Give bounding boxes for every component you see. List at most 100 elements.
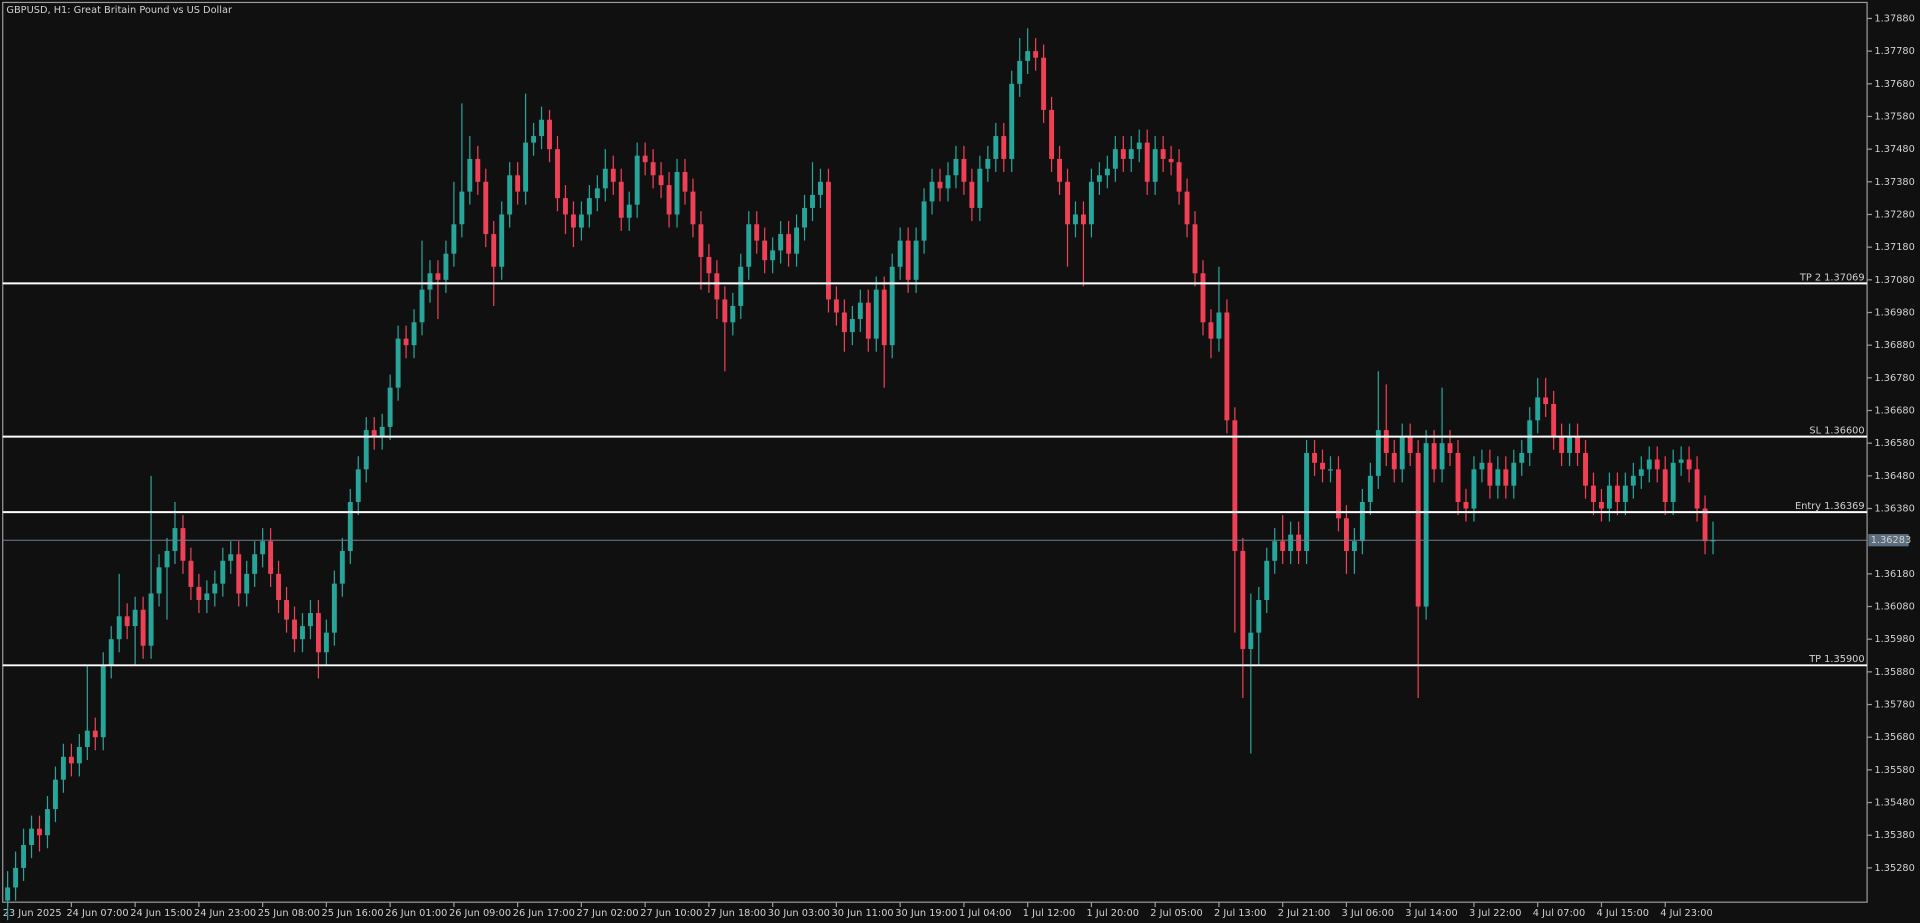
- candle-body: [818, 181, 823, 195]
- candle-body: [674, 172, 680, 215]
- x-tick-label: 2 Jul 13:00: [1214, 908, 1266, 919]
- candle-body: [810, 194, 815, 208]
- candle-body: [284, 599, 289, 620]
- candle-body: [443, 253, 449, 280]
- candle-body: [1184, 191, 1190, 225]
- candle-body: [1120, 149, 1126, 159]
- candle-body: [419, 289, 425, 323]
- x-tick-label: 26 Jun 17:00: [513, 908, 575, 919]
- candle-body: [1383, 430, 1389, 453]
- candle-body: [594, 188, 600, 199]
- candle-body: [706, 256, 712, 274]
- candle-body: [1001, 136, 1007, 159]
- candle-body: [1081, 214, 1086, 225]
- candle-body: [292, 619, 297, 640]
- candle-body: [395, 338, 401, 388]
- candle-body: [1049, 109, 1055, 159]
- candle-body: [1471, 469, 1477, 509]
- candle-body: [92, 730, 98, 738]
- candle-body: [212, 583, 218, 594]
- candle-body: [1336, 469, 1341, 519]
- candle-body: [610, 168, 616, 182]
- candle-body: [1144, 142, 1150, 182]
- candle-body: [1192, 224, 1198, 274]
- candle-body: [1272, 541, 1278, 561]
- candle-body: [1559, 436, 1565, 453]
- candle-body: [802, 207, 807, 228]
- x-tick-label: 24 Jun 07:00: [66, 908, 128, 919]
- current-price-box: [1868, 534, 1909, 547]
- candle-body: [204, 593, 210, 600]
- candle-body: [1320, 462, 1325, 470]
- candle-body: [1575, 436, 1580, 453]
- candle-body: [682, 172, 688, 192]
- candle-body: [1280, 541, 1286, 551]
- candle-body: [68, 756, 74, 764]
- candle-body: [618, 181, 624, 218]
- candle-body: [1264, 560, 1270, 600]
- candle-body: [507, 175, 513, 215]
- y-tick-label: 1.35680: [1874, 732, 1914, 743]
- candle-body: [180, 528, 186, 561]
- candle-body: [1583, 452, 1588, 486]
- x-tick-label: 3 Jul 22:00: [1469, 908, 1521, 919]
- candle-body: [52, 779, 58, 810]
- candle-body: [1543, 397, 1549, 404]
- candle-body: [586, 198, 592, 215]
- candle-body: [323, 632, 329, 653]
- x-tick-label: 1 Jul 04:00: [959, 908, 1011, 919]
- x-tick-label: 23 Jun 2025: [3, 908, 62, 919]
- candle-body: [1240, 550, 1246, 649]
- y-tick-label: 1.37180: [1874, 242, 1914, 253]
- y-tick-label: 1.37780: [1874, 46, 1914, 57]
- candle-body: [1423, 443, 1429, 607]
- y-tick-label: 1.36180: [1874, 569, 1914, 580]
- candle-body: [961, 158, 967, 182]
- candle-body: [1599, 501, 1604, 509]
- candle-body: [244, 573, 250, 594]
- chart-title: GBPUSD, H1: Great Britain Pound vs US Do…: [6, 5, 233, 16]
- candle-body: [363, 430, 369, 470]
- candle-body: [29, 828, 34, 846]
- candle-body: [387, 387, 393, 427]
- candle-body: [300, 626, 305, 640]
- candle-body: [945, 175, 951, 189]
- candle-body: [778, 234, 784, 251]
- candle-body: [1463, 501, 1469, 509]
- candle-body: [650, 162, 656, 176]
- candle-body: [1367, 475, 1373, 502]
- x-tick-label: 4 Jul 23:00: [1660, 908, 1712, 919]
- candle-body: [1104, 168, 1110, 176]
- candle-body: [172, 528, 178, 551]
- candle-body: [228, 554, 234, 561]
- candle-body: [13, 867, 19, 888]
- x-tick-label: 2 Jul 21:00: [1278, 908, 1330, 919]
- candle-body: [634, 155, 640, 205]
- y-tick-label: 1.37580: [1874, 111, 1914, 122]
- y-tick-label: 1.35880: [1874, 667, 1914, 678]
- candle-body: [770, 250, 776, 261]
- candle-body: [539, 119, 545, 137]
- x-tick-label: 4 Jul 15:00: [1597, 908, 1649, 919]
- candle-body: [897, 240, 903, 267]
- x-tick-label: 27 Jun 10:00: [640, 908, 702, 919]
- candle-body: [738, 266, 744, 306]
- candle-body: [626, 204, 632, 218]
- candle-body: [953, 158, 959, 176]
- candle-body: [555, 149, 560, 199]
- candle-body: [865, 302, 871, 339]
- candle-body: [1312, 452, 1318, 463]
- candle-body: [268, 541, 274, 574]
- candle-body: [315, 613, 321, 653]
- candle-body: [1351, 541, 1357, 551]
- candle-body: [1519, 452, 1525, 463]
- candle-body: [833, 299, 839, 313]
- candle-body: [1638, 469, 1644, 476]
- candle-body: [60, 756, 66, 780]
- x-tick-label: 30 Jun 19:00: [895, 908, 957, 919]
- candle-body: [1479, 462, 1485, 470]
- candle-body: [236, 554, 242, 594]
- candle-body: [108, 639, 114, 666]
- x-tick-label: 25 Jun 16:00: [321, 908, 383, 919]
